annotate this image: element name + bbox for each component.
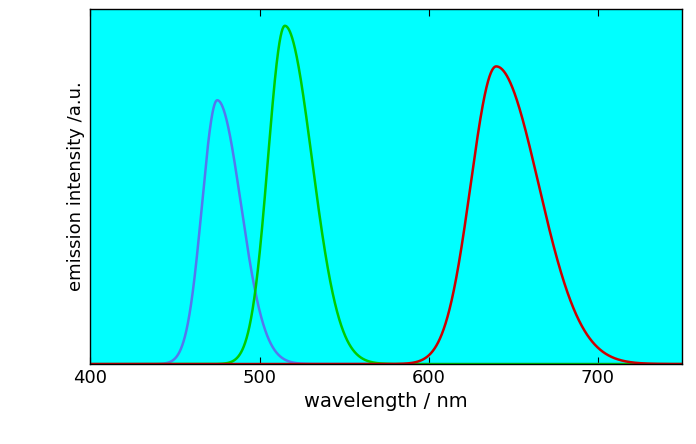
X-axis label: wavelength / nm: wavelength / nm xyxy=(304,392,468,412)
Y-axis label: emission intensity /a.u.: emission intensity /a.u. xyxy=(67,82,85,291)
